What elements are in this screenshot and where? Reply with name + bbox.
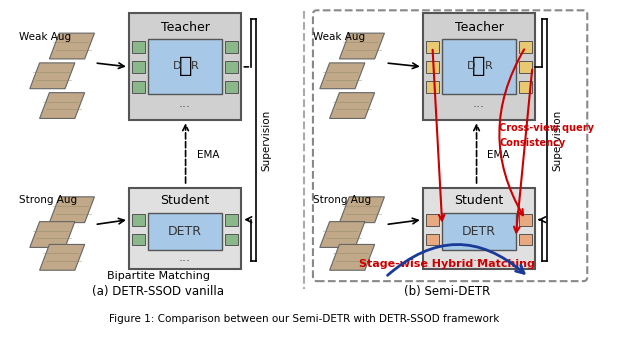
Text: Supervision: Supervision bbox=[552, 110, 562, 171]
Bar bbox=[519, 61, 532, 73]
Bar bbox=[132, 214, 145, 226]
Bar bbox=[426, 61, 439, 73]
Bar bbox=[225, 81, 239, 93]
Text: Strong Aug: Strong Aug bbox=[19, 195, 77, 205]
Text: Student: Student bbox=[454, 194, 504, 207]
Text: ...: ... bbox=[179, 251, 191, 264]
Text: ...: ... bbox=[473, 97, 485, 110]
Bar bbox=[519, 41, 532, 53]
Polygon shape bbox=[49, 33, 95, 59]
Text: 🔒: 🔒 bbox=[472, 56, 486, 76]
Bar bbox=[519, 214, 532, 226]
Text: DETR: DETR bbox=[168, 225, 202, 238]
Text: Weak Aug: Weak Aug bbox=[313, 32, 365, 42]
Bar bbox=[132, 61, 145, 73]
Bar bbox=[225, 61, 239, 73]
Text: DETR: DETR bbox=[462, 225, 496, 238]
Polygon shape bbox=[329, 93, 375, 118]
Bar bbox=[426, 41, 439, 53]
Text: Supervision: Supervision bbox=[261, 110, 271, 171]
Text: (a) DETR-SSOD vanilla: (a) DETR-SSOD vanilla bbox=[92, 285, 224, 297]
Text: ...: ... bbox=[179, 97, 191, 110]
Bar bbox=[426, 214, 439, 226]
Text: EMA: EMA bbox=[197, 150, 220, 160]
FancyArrowPatch shape bbox=[387, 245, 524, 275]
Text: Student: Student bbox=[161, 194, 210, 207]
Text: Figure 1: Comparison between our Semi-DETR with DETR-SSOD framework: Figure 1: Comparison between our Semi-DE… bbox=[109, 314, 499, 324]
Text: 🔒: 🔒 bbox=[179, 56, 192, 76]
Polygon shape bbox=[339, 33, 384, 59]
Bar bbox=[132, 81, 145, 93]
Bar bbox=[132, 41, 145, 53]
Bar bbox=[225, 233, 239, 245]
Polygon shape bbox=[320, 63, 365, 89]
Polygon shape bbox=[40, 244, 85, 270]
Text: Weak Aug: Weak Aug bbox=[19, 32, 71, 42]
Bar bbox=[423, 13, 535, 120]
Polygon shape bbox=[320, 222, 365, 247]
Bar bbox=[519, 233, 532, 245]
Bar bbox=[426, 233, 439, 245]
Text: Consistency: Consistency bbox=[499, 138, 565, 148]
Polygon shape bbox=[329, 244, 375, 270]
Bar bbox=[423, 188, 535, 269]
Text: Teacher: Teacher bbox=[161, 21, 210, 34]
Bar bbox=[129, 13, 242, 120]
Bar bbox=[442, 213, 516, 250]
Text: D: D bbox=[173, 61, 182, 71]
Bar bbox=[148, 39, 222, 94]
Text: Cross-view query: Cross-view query bbox=[499, 123, 594, 133]
Text: Bipartite Matching: Bipartite Matching bbox=[107, 271, 210, 281]
Text: Teacher: Teacher bbox=[455, 21, 504, 34]
Bar bbox=[148, 213, 222, 250]
Polygon shape bbox=[30, 63, 75, 89]
Polygon shape bbox=[49, 197, 95, 223]
Bar bbox=[129, 188, 242, 269]
Polygon shape bbox=[30, 222, 75, 247]
Text: R: R bbox=[485, 61, 493, 71]
Bar bbox=[442, 39, 516, 94]
Bar bbox=[225, 214, 239, 226]
Text: Strong Aug: Strong Aug bbox=[313, 195, 371, 205]
Text: Stage-wise Hybrid Matching: Stage-wise Hybrid Matching bbox=[359, 259, 535, 269]
Bar bbox=[225, 41, 239, 53]
Text: EMA: EMA bbox=[488, 150, 510, 160]
Polygon shape bbox=[339, 197, 384, 223]
Polygon shape bbox=[40, 93, 85, 118]
Text: D: D bbox=[467, 61, 475, 71]
Bar bbox=[519, 81, 532, 93]
Bar bbox=[132, 233, 145, 245]
Text: ...: ... bbox=[473, 251, 485, 264]
Text: (b) Semi-DETR: (b) Semi-DETR bbox=[404, 285, 490, 297]
Bar bbox=[426, 81, 439, 93]
Text: R: R bbox=[191, 61, 199, 71]
